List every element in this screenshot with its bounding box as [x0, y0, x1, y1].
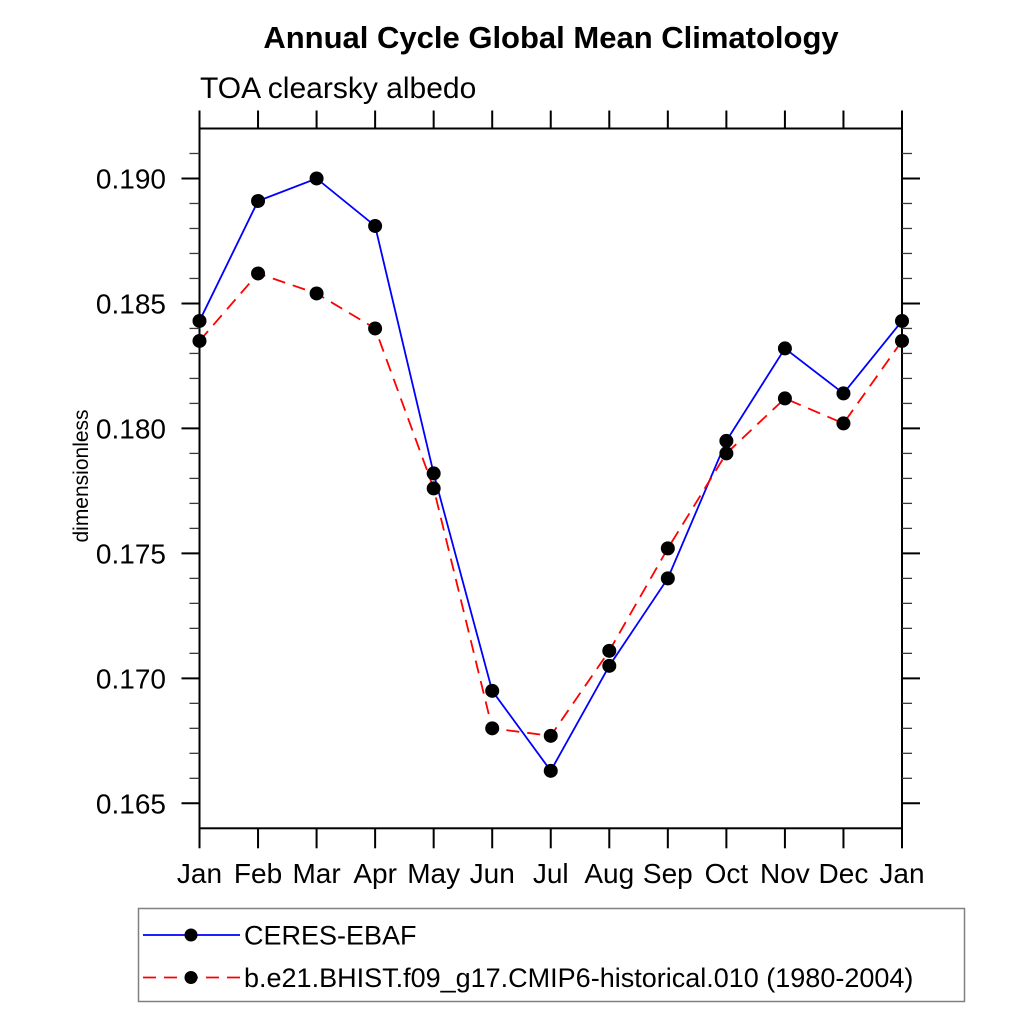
x-tick-label: Dec: [819, 858, 869, 889]
x-tick-label: May: [407, 858, 460, 889]
data-point: [426, 481, 441, 496]
data-point: [719, 433, 734, 448]
x-tick-labels: Jan Feb Mar Apr May Jun Jul Aug Sep Oct Nov Dec Jan: [177, 858, 925, 889]
x-tick-label: Aug: [584, 858, 634, 889]
x-tick-label: Jul: [533, 858, 569, 889]
plot-frame: [198, 127, 903, 830]
data-point: [660, 541, 675, 556]
data-point: [777, 391, 792, 406]
x-tick-label: Feb: [234, 858, 282, 889]
legend: CERES-EBAF b.e21.BHIST.f09_g17.CMIP6-hist…: [137, 907, 966, 1003]
data-point: [543, 763, 558, 778]
y-tick-label: 0.190: [96, 163, 166, 194]
chart-subtitle: TOA clearsky albedo: [200, 72, 476, 105]
y-tick-label: 0.185: [96, 288, 166, 319]
data-point: [836, 416, 851, 431]
data-point: [895, 333, 909, 348]
data-point: [368, 321, 383, 336]
x-tick-label: Apr: [353, 858, 397, 889]
y-tick-labels: 0.165 0.170 0.175 0.180 0.185 0.190: [96, 163, 166, 819]
x-tick-label: Jun: [470, 858, 515, 889]
series-line-dashed: [198, 272, 903, 737]
chart-title: Annual Cycle Global Mean Climatology: [263, 20, 839, 55]
data-point: [426, 466, 441, 481]
data-point: [485, 721, 500, 736]
data-point: [836, 386, 851, 401]
legend-label: b.e21.BHIST.f09_g17.CMIP6-historical.010…: [244, 963, 913, 993]
x-tick-label: Oct: [705, 858, 749, 889]
data-point: [251, 266, 266, 281]
data-point: [192, 333, 207, 348]
legend-marker: [184, 971, 198, 984]
data-point: [251, 193, 266, 208]
x-tick-label: Jan: [879, 858, 924, 889]
x-tick-label: Sep: [643, 858, 693, 889]
data-point: [368, 218, 383, 233]
data-point: [543, 728, 558, 743]
data-point: [777, 341, 792, 356]
data-point: [660, 571, 675, 586]
data-point: [192, 313, 207, 328]
y-axis-label: dimensionless: [70, 409, 93, 542]
series-lines: [198, 177, 903, 773]
series-line-solid: [198, 177, 903, 773]
series-markers: [192, 171, 909, 778]
x-tick-label: Mar: [292, 858, 340, 889]
x-tick-label: Jan: [177, 858, 222, 889]
data-point: [309, 286, 324, 301]
data-point: [309, 171, 324, 186]
data-point: [719, 446, 734, 461]
x-tick-label: Nov: [760, 858, 810, 889]
y-tick-label: 0.175: [96, 538, 166, 569]
legend-marker: [184, 928, 198, 942]
y-tick-label: 0.170: [96, 663, 166, 694]
data-point: [895, 313, 909, 328]
data-point: [602, 658, 617, 673]
y-tick-label: 0.180: [96, 413, 166, 444]
legend-label: CERES-EBAF: [244, 921, 417, 951]
legend-box: [137, 907, 966, 1003]
data-point: [485, 683, 500, 698]
axis-ticks: [181, 110, 920, 849]
y-tick-label: 0.165: [96, 788, 166, 819]
data-point: [602, 643, 617, 658]
